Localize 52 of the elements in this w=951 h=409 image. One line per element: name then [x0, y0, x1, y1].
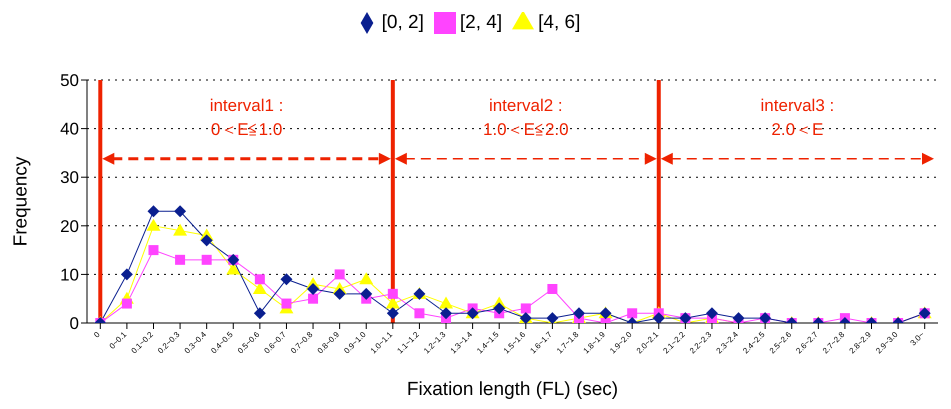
point	[122, 298, 132, 309]
point	[200, 234, 213, 246]
legend-label: [2, 4]	[460, 12, 502, 34]
point	[254, 274, 265, 284]
point	[174, 205, 186, 218]
annotation: interval1 : 0＜E≦1.0	[210, 96, 284, 139]
point	[202, 254, 212, 265]
point	[414, 308, 424, 318]
point	[334, 269, 345, 280]
point	[440, 307, 452, 320]
y-tick-label: 0	[70, 314, 79, 334]
point	[439, 296, 454, 309]
point	[732, 312, 745, 323]
legend-label: [4, 6]	[538, 12, 580, 34]
annotation: interval2 : 1.0＜E≦2.0	[482, 96, 569, 139]
x-tick-label: 0	[92, 330, 102, 340]
point	[173, 224, 188, 236]
point	[359, 272, 374, 284]
y-axis-title: Frequency	[10, 156, 32, 246]
point	[652, 312, 665, 323]
point	[547, 284, 558, 294]
point	[706, 307, 718, 320]
point	[147, 205, 160, 218]
point	[280, 273, 292, 286]
y-tick-label: 30	[60, 168, 79, 188]
point	[386, 296, 400, 309]
point	[254, 307, 266, 320]
y-tick-label: 50	[60, 71, 79, 90]
point	[572, 307, 585, 320]
y-tick-label: 10	[60, 265, 79, 284]
x-tick-label: 3.0~	[908, 330, 926, 348]
y-tick-label: 20	[60, 216, 79, 236]
point	[307, 282, 320, 295]
point	[175, 254, 186, 265]
point	[627, 308, 638, 318]
point	[120, 268, 133, 280]
point	[360, 288, 372, 300]
point	[148, 245, 158, 256]
point	[226, 262, 240, 275]
point	[520, 303, 531, 314]
x-axis-title: Fixation length (FL) (sec)	[406, 379, 618, 400]
point	[281, 298, 292, 309]
point	[546, 312, 558, 323]
y-tick-label: 40	[60, 120, 79, 139]
point	[308, 294, 318, 304]
point	[386, 307, 399, 320]
point	[493, 302, 506, 314]
point	[388, 288, 398, 299]
legend-label: [0, 2]	[382, 12, 424, 34]
point	[334, 288, 346, 300]
point	[146, 218, 160, 231]
annotation: interval3 : 2.0＜E	[760, 96, 834, 139]
